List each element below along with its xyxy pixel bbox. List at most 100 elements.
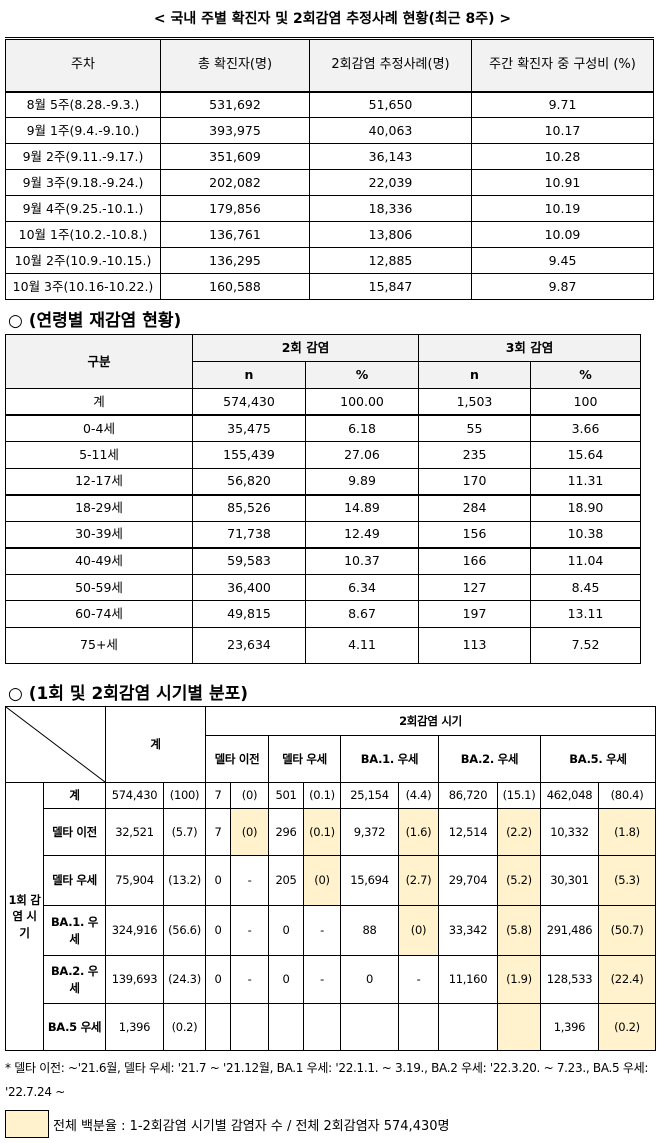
header-row: n% n% (6, 361, 641, 389)
column-header: 델타 우세 (268, 735, 341, 783)
cell: (0) (303, 855, 341, 906)
table-row: 10월 3주(10.16-10.22.) 160,588 15,847 9.87 (5, 273, 654, 300)
empty-cell (230, 1003, 269, 1051)
cell: 10월 3주(10.16-10.22.) (5, 273, 161, 300)
cell: 113 (418, 626, 531, 664)
cell: 136,295 (160, 247, 310, 274)
cell: 23,634 (192, 626, 306, 664)
cell: 155,439 (192, 441, 306, 469)
cell: 50-59세 (5, 573, 193, 601)
cell: 128,533 (540, 955, 599, 1004)
cell: 0 (340, 955, 399, 1004)
cell: 351,609 (160, 143, 310, 170)
cell: 100 (530, 388, 641, 416)
cell: 11.31 (530, 467, 641, 495)
cell: 30,301 (540, 855, 599, 906)
row-label: BA.2. 우세 (43, 955, 106, 1004)
cell: 235 (418, 441, 531, 469)
row-label: BA.5 우세 (43, 1003, 106, 1051)
table-row: BA.2. 우세 139,693 (24.3) 0-0-0-11,160 (1.9) 12… (6, 955, 656, 1004)
cell: 9월 4주(9.25.-10.1.) (5, 195, 161, 222)
table-row: 9월 4주(9.25.-10.1.) 179,856 18,336 10.19 (5, 195, 654, 222)
column-header: BA.1. 우세 (340, 735, 439, 783)
cell: (50.7) (598, 905, 656, 956)
cell: (4.4) (398, 782, 439, 809)
cell: 60-74세 (5, 600, 193, 628)
cell: (13.2) (163, 855, 206, 906)
header-row: 주차 총 확진자(명) 2회감염 추정사례(명) 주간 확진자 중 구성비 (%) (5, 37, 654, 93)
cell: 501 (268, 782, 304, 809)
column-header: 델타 이전 (205, 735, 269, 783)
cell: (5.7) (163, 808, 206, 856)
column-header: BA.5. 우세 (540, 735, 656, 783)
cell: 86,720 (438, 782, 498, 809)
cell: 1,396 (540, 1003, 599, 1051)
cell: - (230, 855, 269, 906)
column-header: 계 (105, 706, 206, 783)
cell: - (398, 955, 439, 1004)
cell: 15,847 (309, 273, 472, 300)
table-row: BA.1. 우세 324,916 (56.6) 0-0-88 (0) 33,342 (5.8… (6, 905, 656, 956)
empty-cell (497, 1003, 541, 1051)
column-header: BA.2. 우세 (438, 735, 541, 783)
cell: 계 (5, 388, 193, 416)
legend: 전체 백분율 : 1-2회감염 시기별 감염자 수 / 전체 2회감염자 574… (5, 1110, 449, 1138)
table-row: 9월 3주(9.18.-9.24.) 202,082 22,039 10.91 (5, 169, 654, 196)
cell: 12,514 (438, 808, 498, 856)
cell: 296 (268, 808, 304, 856)
empty-cell (303, 1003, 341, 1051)
table-row: 9월 2주(9.11.-9.17.) 351,609 36,143 10.28 (5, 143, 654, 170)
cell: 6.34 (305, 573, 419, 601)
cell: 10.19 (471, 195, 654, 222)
cell: 462,048 (540, 782, 599, 809)
cell: 156 (418, 520, 531, 548)
table-row: 75+세 23,634 4.11 113 7.52 (5, 626, 641, 664)
cell: 9.87 (471, 273, 654, 300)
column-header: % (305, 361, 419, 389)
column-header: n (192, 361, 306, 389)
cell: 75+세 (5, 626, 193, 664)
legend-text: 전체 백분율 : 1-2회감염 시기별 감염자 수 / 전체 2회감염자 574… (53, 1118, 450, 1134)
cell: 75,904 (105, 855, 164, 906)
cell: 55 (418, 414, 531, 442)
cell: 284 (418, 493, 531, 522)
cell: (0.2) (163, 1003, 206, 1051)
cell: 85,526 (192, 493, 306, 522)
cell: 127 (418, 573, 531, 601)
cell: - (303, 955, 341, 1004)
cell: 30-39세 (5, 520, 193, 548)
cell: 5-11세 (5, 441, 193, 469)
table-title: < 국내 주별 확진자 및 2회감염 추정사례 현황(최근 8주) > (153, 11, 512, 27)
side-label: 1회 감염 시기 (5, 782, 44, 1051)
cell: 11.04 (530, 546, 641, 575)
cell: (2.2) (497, 808, 541, 856)
header-row: 델타 이전 델타 우세 BA.1. 우세 BA.2. 우세 BA.5. 우세 (6, 735, 656, 783)
table-row: 18-29세 85,526 14.89 284 18.90 (5, 493, 641, 522)
cell: 1,503 (418, 388, 531, 416)
cell: 0 (205, 905, 231, 956)
table-row: 8월 5주(8.28.-9.3.) 531,692 51,650 9.71 (5, 91, 654, 118)
row-label: BA.1. 우세 (43, 905, 106, 956)
column-header: 총 확진자(명) (160, 37, 310, 93)
corner-cell (5, 706, 106, 783)
cell: (5.3) (598, 855, 656, 906)
cell: (100) (163, 782, 206, 809)
cell: - (303, 905, 341, 956)
cell: 197 (418, 600, 531, 628)
cell: 179,856 (160, 195, 310, 222)
table-row: 계 574,430 100.00 1,503 100 (5, 388, 641, 416)
cell: 100.00 (305, 388, 419, 416)
cell: 12-17세 (5, 467, 193, 495)
section-heading: ○ (1회 및 2회감염 시기별 분포) (8, 684, 249, 704)
table-row: 0-4세 35,475 6.18 55 3.66 (5, 414, 641, 442)
cell: 18-29세 (5, 493, 193, 522)
cell: 22,039 (309, 169, 472, 196)
cell: (22.4) (598, 955, 656, 1004)
table-row: 12-17세 56,820 9.89 170 11.31 (5, 467, 641, 495)
cell: 15,694 (340, 855, 399, 906)
column-header: 2회감염 추정사례(명) (309, 37, 472, 93)
cell: 33,342 (438, 905, 498, 956)
header-row: 구분 2회 감염 3회 감염 (5, 334, 641, 389)
